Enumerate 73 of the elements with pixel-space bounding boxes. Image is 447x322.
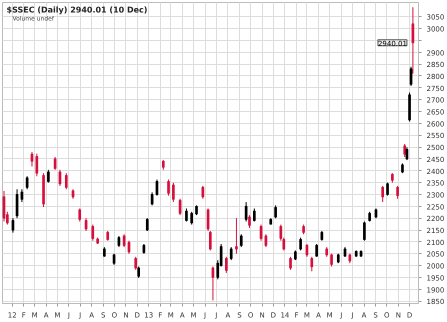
chart-title: $SSEC (Daily) 2940.01 (10 Dec) [6, 6, 148, 14]
candlestick [208, 230, 212, 251]
candlestick [374, 208, 378, 219]
candlestick [391, 172, 394, 184]
candlestick [386, 182, 389, 196]
candlestick [363, 220, 366, 242]
candlestick [230, 246, 233, 261]
candlestick [381, 185, 384, 203]
candlestick [190, 211, 193, 226]
candlestick [260, 224, 262, 242]
candlestick [91, 224, 94, 242]
candlestick [306, 244, 308, 258]
candlestick [167, 179, 170, 196]
candlestick [396, 185, 399, 200]
candlestick [310, 256, 314, 272]
candlestick [47, 169, 50, 184]
candlestick [212, 266, 214, 301]
candlestick [156, 179, 158, 196]
candlestick [122, 234, 126, 248]
candlestick [20, 188, 24, 203]
candlestick [274, 204, 277, 219]
candlestick [320, 230, 324, 242]
candlestick [58, 169, 62, 186]
candlestick [162, 160, 165, 170]
candlestick [2, 190, 6, 222]
candlestick [72, 188, 74, 200]
candlestick [195, 204, 198, 216]
candlestick [253, 208, 256, 222]
candlestick [401, 162, 404, 174]
candlestick [325, 246, 328, 258]
candlestick [289, 256, 292, 270]
candlestick [35, 153, 38, 177]
candlestick [410, 66, 412, 86]
candlestick [84, 218, 88, 232]
candlestick [412, 6, 414, 74]
candlestick [54, 156, 56, 170]
candlestick [406, 146, 408, 161]
candlestick [142, 244, 146, 254]
candlestick [128, 240, 130, 254]
candlestick [146, 218, 149, 232]
candlestick [235, 218, 238, 254]
candlestick [134, 256, 138, 270]
candlestick [248, 214, 251, 228]
candlestick [103, 246, 106, 258]
candlestick [185, 208, 188, 222]
candlestick [315, 244, 318, 258]
candlestick [12, 218, 14, 234]
candlestick [225, 256, 228, 274]
candlestick [202, 185, 204, 200]
candlestick [206, 208, 210, 232]
candlestick [112, 253, 116, 266]
candlestick [240, 234, 243, 248]
candlestick [137, 266, 140, 278]
candlestick [294, 250, 297, 261]
candlestick [299, 237, 302, 251]
candlestick [30, 152, 34, 168]
candlestick [264, 234, 268, 248]
candlestick [244, 202, 248, 222]
candlestick [336, 253, 340, 264]
candlestick [64, 172, 68, 190]
candlestick [348, 253, 352, 264]
candlestick [78, 208, 82, 222]
candlestick [302, 224, 305, 235]
candlestick [330, 253, 333, 268]
candlestick [26, 176, 28, 190]
candlestick [178, 198, 182, 216]
candlestick [106, 230, 110, 242]
candlestick [368, 211, 371, 222]
candlestick [118, 235, 120, 248]
candlestick [16, 188, 18, 219]
candlestick [172, 182, 175, 203]
candlestick [344, 246, 346, 258]
candlestick [150, 192, 154, 206]
